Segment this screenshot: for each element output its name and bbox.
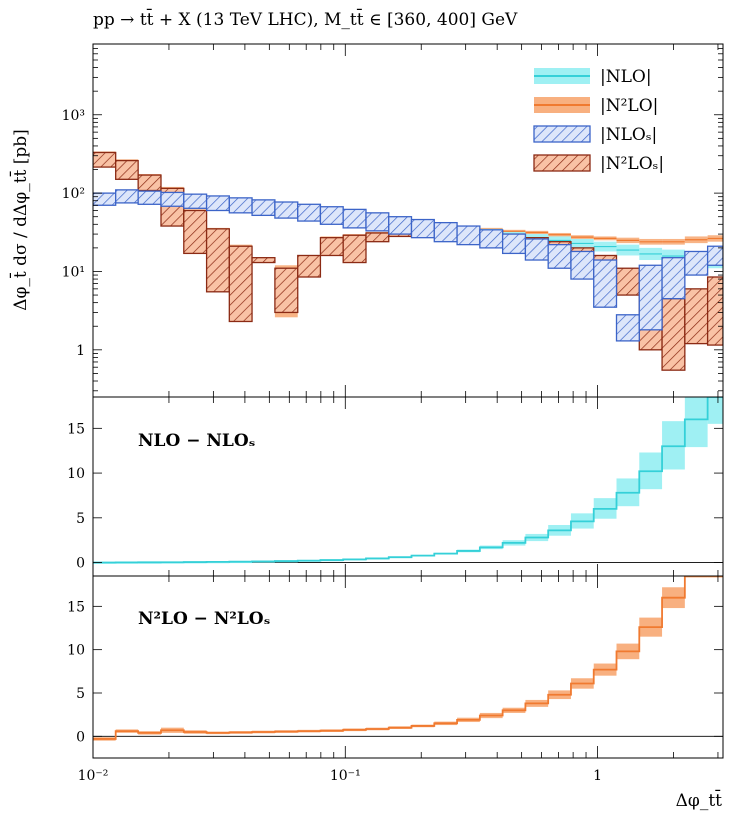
ratio-band bbox=[707, 397, 723, 424]
band-n2los bbox=[115, 159, 139, 180]
band-n2los bbox=[137, 174, 162, 192]
band-n2los bbox=[205, 228, 230, 293]
legend-label: |N²LO| bbox=[600, 96, 658, 116]
x-tick-label: 1 bbox=[593, 768, 602, 784]
x-tick-label: 10⁻² bbox=[78, 768, 109, 784]
band-nlos bbox=[456, 225, 481, 246]
legend-label: |NLOₛ| bbox=[600, 125, 657, 145]
band-nlos bbox=[228, 197, 253, 214]
band-nlos bbox=[183, 193, 208, 209]
band-nlos bbox=[115, 189, 139, 204]
band-nlos bbox=[661, 257, 686, 300]
x-axis-label: Δφ_tt̄ bbox=[676, 788, 723, 811]
legend-swatch bbox=[533, 154, 591, 172]
band-n2los bbox=[251, 257, 276, 264]
legend-item: |NLO| bbox=[534, 67, 652, 87]
band-nlos bbox=[570, 250, 595, 280]
band-n2los bbox=[274, 267, 299, 314]
band-nlos bbox=[137, 190, 162, 205]
band-nlos bbox=[684, 250, 709, 276]
ratio-panel-nlo: 0 5 10 15 NLO − NLOₛ bbox=[67, 396, 724, 577]
legend-item: |N²LOₛ| bbox=[533, 154, 664, 174]
legend-item: |NLOₛ| bbox=[533, 125, 657, 145]
band-nlos bbox=[160, 191, 185, 207]
legend-item: |N²LO| bbox=[534, 96, 658, 116]
y-tick-label: 5 bbox=[76, 511, 85, 527]
band-nlos bbox=[274, 201, 299, 219]
band-n2los bbox=[183, 209, 208, 255]
ratio-panel-n2lo-frame bbox=[92, 575, 724, 759]
band-nlos bbox=[615, 314, 640, 342]
band-nlos bbox=[706, 245, 723, 266]
band-n2los bbox=[319, 237, 344, 257]
band-nlos bbox=[319, 206, 344, 225]
band-n2los bbox=[706, 276, 723, 346]
band-n2los bbox=[93, 151, 117, 168]
band-n2los bbox=[684, 288, 709, 345]
ratio-panel-nlo-label: NLO − NLOₛ bbox=[138, 431, 256, 451]
band-nlos bbox=[251, 199, 276, 217]
series-nlos bbox=[93, 189, 723, 342]
band-nlos bbox=[593, 259, 618, 308]
y-tick-label: 0 bbox=[76, 729, 85, 745]
band-nlos bbox=[479, 229, 504, 249]
y-axis-label: Δφ_t̄ dσ / dΔφ_tt̄ [pb] bbox=[8, 129, 31, 311]
band-nlos bbox=[501, 233, 527, 255]
y-tick-label: 15 bbox=[67, 421, 85, 437]
legend-label: |NLO| bbox=[600, 67, 652, 87]
legend-swatch bbox=[533, 125, 591, 143]
band-nlos bbox=[93, 192, 117, 206]
band-nlos bbox=[524, 238, 549, 261]
y-tick-label: 10¹ bbox=[62, 264, 85, 280]
y-tick-label: 15 bbox=[67, 599, 85, 615]
band-nlos bbox=[547, 243, 572, 269]
ratio-panel-n2lo-label: N²LO − N²LOₛ bbox=[138, 609, 271, 629]
ratio-panel-n2lo: 0 5 10 15 N²LO − N²LOₛ bbox=[67, 575, 724, 759]
y-tick-label: 10³ bbox=[62, 108, 85, 124]
y-tick-label: 10² bbox=[62, 186, 85, 202]
band-nlos bbox=[365, 212, 390, 232]
ratio-line bbox=[93, 576, 723, 740]
band-nlos bbox=[342, 208, 367, 229]
band-n2los bbox=[615, 267, 640, 296]
ratio-band bbox=[684, 397, 708, 448]
band-n2los bbox=[661, 297, 686, 371]
band-nlos bbox=[638, 264, 663, 331]
chart-title: pp → tt̄ + X (13 TeV LHC), M_tt̄ ∈ [360,… bbox=[93, 7, 518, 30]
band-n2los bbox=[365, 232, 390, 243]
y-tick-label: 5 bbox=[76, 686, 85, 702]
band-nlos bbox=[410, 218, 435, 239]
band-nlos bbox=[205, 195, 230, 212]
band-nlos bbox=[297, 203, 322, 222]
band-nlos bbox=[388, 216, 413, 235]
band-nlos bbox=[433, 221, 458, 243]
band-n2los bbox=[297, 254, 322, 278]
main-panel: 1 10¹ 10² 10³ |NLO| |N²LO| |NLOₛ| |N²LOₛ| bbox=[62, 43, 724, 398]
band-n2los bbox=[228, 245, 253, 323]
y-tick-label: 10 bbox=[67, 643, 85, 659]
legend-label: |N²LOₛ| bbox=[600, 154, 664, 174]
band-n2los bbox=[342, 234, 367, 264]
ratio-line bbox=[93, 397, 723, 564]
legend: |NLO| |N²LO| |NLOₛ| |N²LOₛ| bbox=[533, 67, 664, 174]
y-tick-label: 0 bbox=[76, 556, 85, 572]
x-tick-label: 10⁻¹ bbox=[330, 768, 361, 784]
y-tick-label: 10 bbox=[67, 466, 85, 482]
y-tick-label: 1 bbox=[76, 343, 85, 359]
